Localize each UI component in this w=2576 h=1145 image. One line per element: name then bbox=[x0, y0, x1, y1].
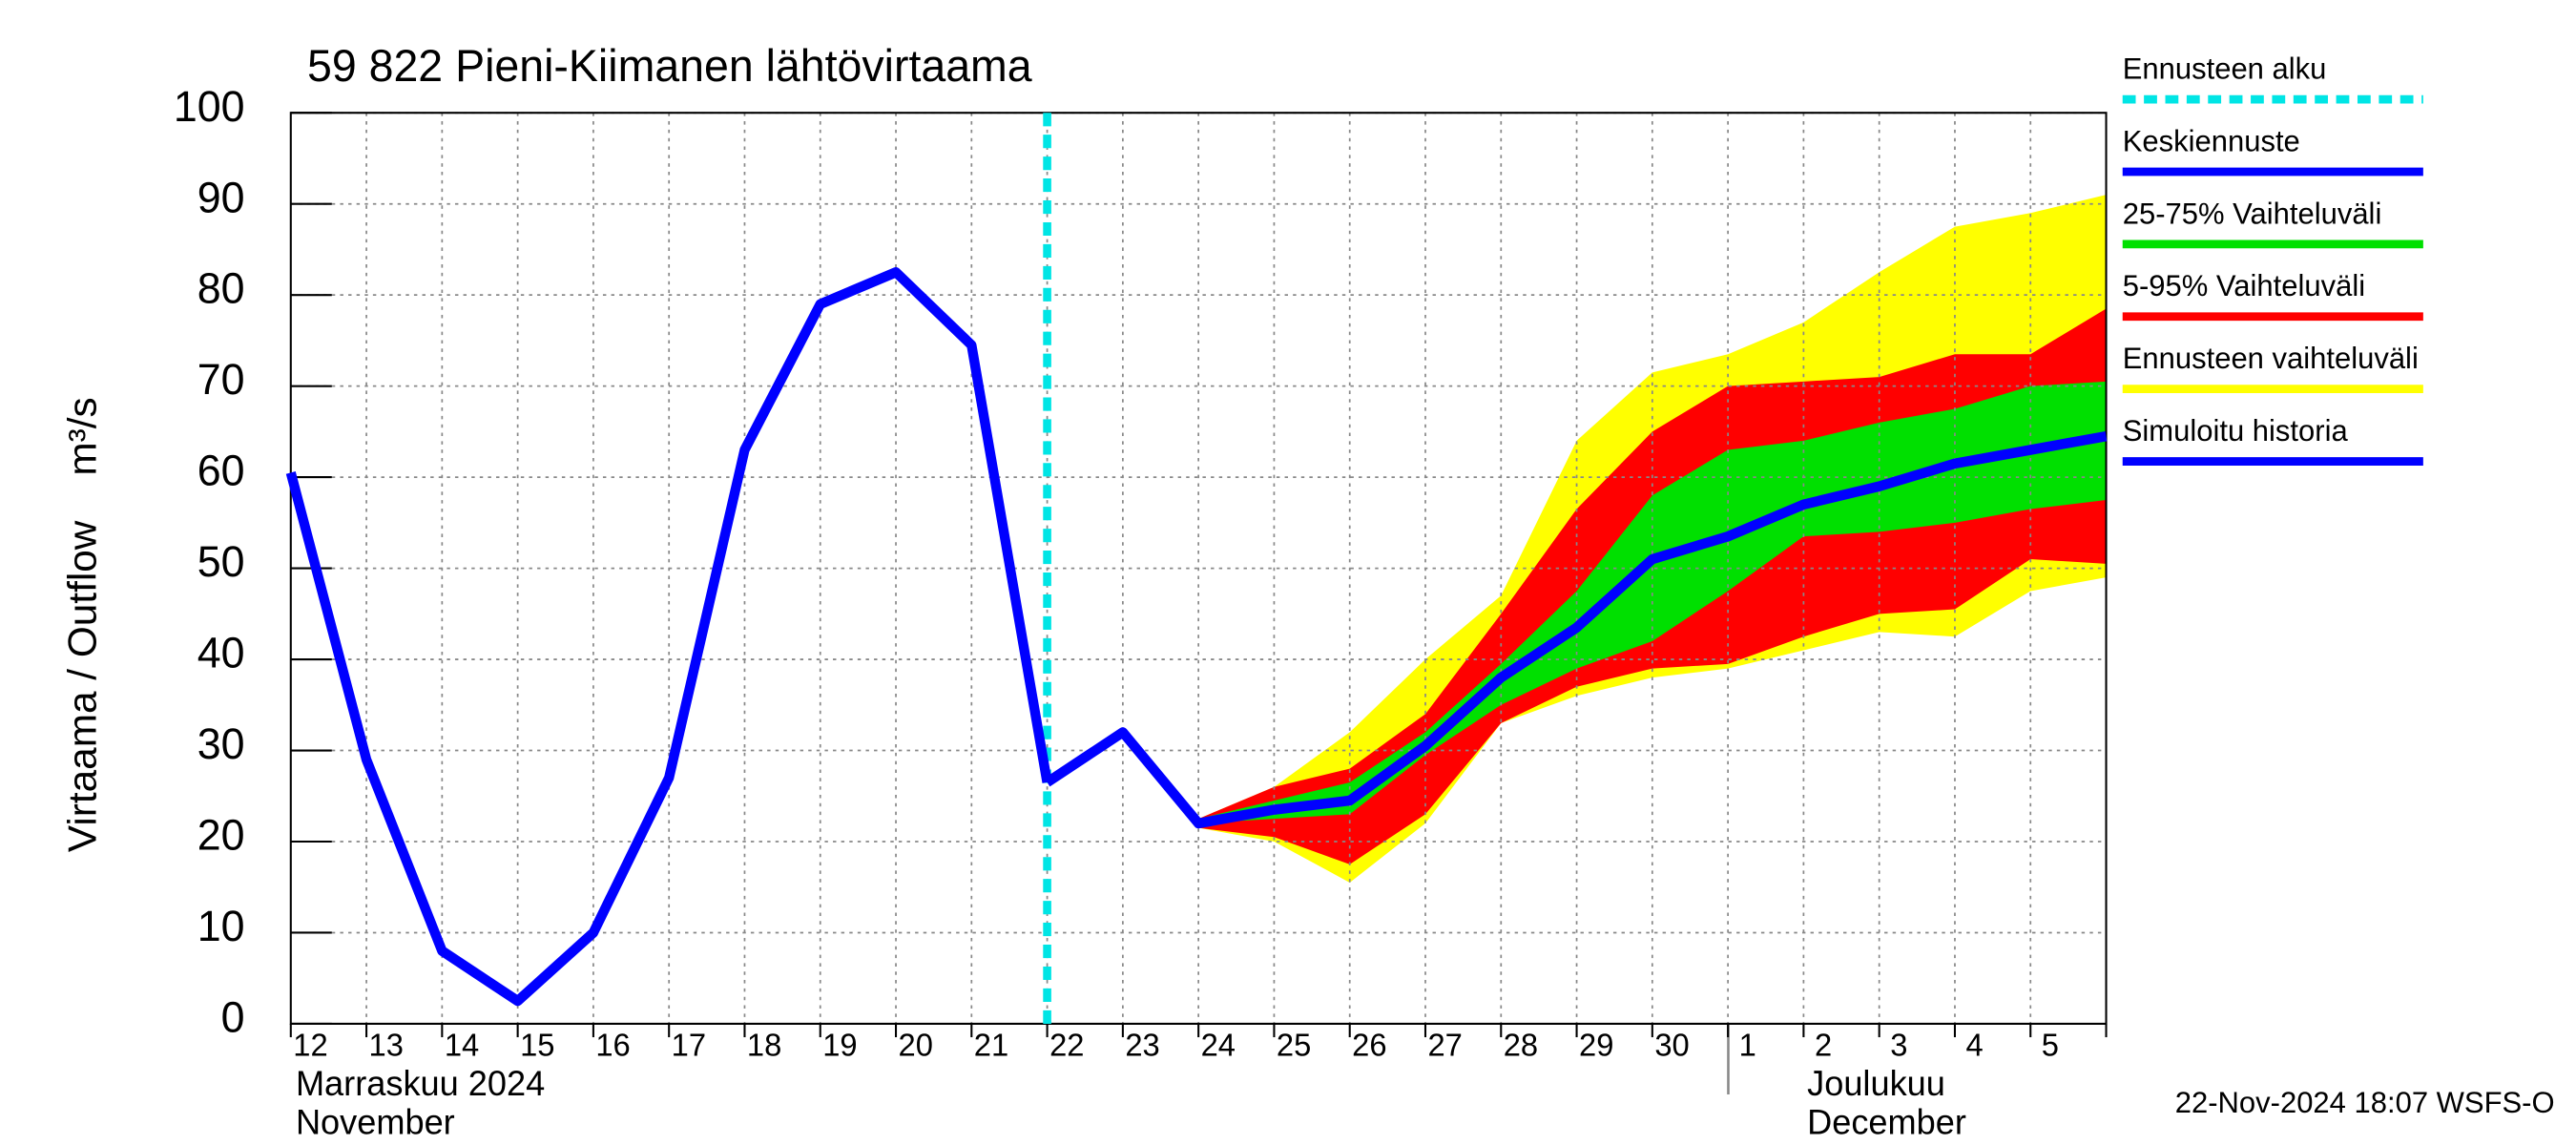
line bbox=[1044, 430, 2108, 829]
x-tick-label: 2 bbox=[1815, 1028, 1832, 1063]
x-tick-label: 3 bbox=[1890, 1028, 1907, 1063]
y-tick-label: 0 bbox=[221, 992, 245, 1042]
month-label: Marraskuu 2024 bbox=[296, 1064, 545, 1103]
y-tick-label: 20 bbox=[197, 810, 245, 860]
chart-title: 59 822 Pieni-Kiimanen lähtövirtaama bbox=[307, 39, 1032, 91]
x-tick-label: 20 bbox=[899, 1028, 933, 1063]
month-label: November bbox=[296, 1102, 455, 1141]
legend-label: 5-95% Vaihteluväli bbox=[2123, 269, 2365, 302]
y-tick-label: 100 bbox=[174, 81, 245, 131]
x-tick-label: 19 bbox=[822, 1028, 857, 1063]
y-tick-label: 80 bbox=[197, 263, 245, 313]
footer: 22-Nov-2024 18:07 WSFS-O bbox=[2175, 1086, 2555, 1119]
y-tick-label: 90 bbox=[197, 173, 245, 222]
x-tick-label: 25 bbox=[1277, 1028, 1311, 1063]
y-axis-label: Virtaama / Outflow m³/s bbox=[60, 397, 104, 852]
legend-label: Keskiennuste bbox=[2123, 124, 2300, 157]
y-tick-label: 60 bbox=[197, 446, 245, 495]
x-tick-label: 15 bbox=[520, 1028, 554, 1063]
line bbox=[285, 267, 1052, 1007]
x-tick-label: 28 bbox=[1504, 1028, 1538, 1063]
legend-label: 25-75% Vaihteluväli bbox=[2123, 197, 2382, 230]
x-tick-label: 4 bbox=[1966, 1028, 1984, 1063]
y-tick-label: 50 bbox=[197, 537, 245, 587]
x-tick-label: 27 bbox=[1427, 1028, 1462, 1063]
x-tick-label: 23 bbox=[1125, 1028, 1159, 1063]
x-tick-label: 16 bbox=[595, 1028, 630, 1063]
month-label: December bbox=[1807, 1102, 1966, 1141]
plot-frame bbox=[289, 112, 2108, 1025]
y-tick-label: 40 bbox=[197, 628, 245, 677]
x-tick-label: 22 bbox=[1049, 1028, 1084, 1063]
y-tick-label: 30 bbox=[197, 719, 245, 769]
x-tick-label: 26 bbox=[1352, 1028, 1386, 1063]
y-tick-label: 10 bbox=[197, 902, 245, 951]
x-tick-label: 13 bbox=[369, 1028, 404, 1063]
x-tick-label: 17 bbox=[672, 1028, 706, 1063]
x-tick-label: 14 bbox=[445, 1028, 479, 1063]
x-tick-label: 24 bbox=[1201, 1028, 1236, 1063]
x-tick-label: 29 bbox=[1579, 1028, 1613, 1063]
x-tick-label: 30 bbox=[1654, 1028, 1689, 1063]
x-tick-label: 18 bbox=[747, 1028, 781, 1063]
legend-label: Simuloitu historia bbox=[2123, 414, 2348, 448]
month-label: Joulukuu bbox=[1807, 1064, 1945, 1103]
x-tick-label: 12 bbox=[293, 1028, 327, 1063]
x-tick-label: 21 bbox=[974, 1028, 1008, 1063]
x-tick-label: 1 bbox=[1739, 1028, 1756, 1063]
legend-label: Ennusteen alku bbox=[2123, 52, 2327, 85]
x-tick-label: 5 bbox=[2042, 1028, 2059, 1063]
y-tick-label: 70 bbox=[197, 355, 245, 405]
legend-label: Ennusteen vaihteluväli bbox=[2123, 342, 2419, 375]
